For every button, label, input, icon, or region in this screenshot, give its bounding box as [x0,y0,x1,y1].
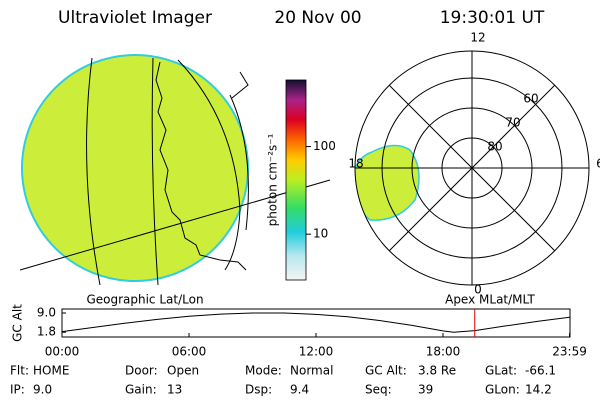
x-tick-label: 23:59 [552,345,587,359]
mlt-label: 18 [348,157,363,171]
status-value: 9.0 [33,383,52,397]
x-tick-label: 18:00 [426,345,461,359]
mlt-label: 12 [470,31,485,45]
altitude-plot: 9.0 1.8 00:00 06:00 12:00 18:00 23:59 [37,306,587,359]
status-label: GLon: [485,383,520,397]
altitude-ylabel: GC Alt [11,304,25,342]
colorbar-tick-label: 10 [313,227,328,241]
y-tick-label: 1.8 [37,325,56,339]
status-label: GC Alt: [365,364,407,378]
status-label: GLat: [485,364,517,378]
altitude-frame [61,308,571,338]
status-value: 14.2 [525,383,552,397]
lat-ring [411,107,533,229]
status-value: 39 [418,383,433,397]
status-label: Gain: [125,383,157,397]
status-value: Normal [290,364,333,378]
y-tick-label: 9.0 [37,306,56,320]
status-value: 9.4 [290,383,309,397]
status-value: HOME [33,364,69,378]
globe-image [19,54,331,286]
status-label: Mode: [245,364,282,378]
title: Ultraviolet Imager [58,8,212,28]
status-label: IP: [10,383,25,397]
x-tick-label: 00:00 [45,345,80,359]
colorbar-label: photon cm⁻²s⁻¹ [266,133,280,226]
lat-ring-label: 60 [523,92,538,106]
status-label: Dsp: [245,383,272,397]
polar-overlay: 126018807060 [348,31,600,297]
polar-label: Apex MLat/MLT [445,293,535,307]
lat-ring-label: 70 [505,116,520,130]
altitude-line [61,312,570,333]
lat-ring [441,137,503,199]
lat-ring [381,77,563,259]
x-tick-label: 12:00 [299,345,334,359]
status-value: Open [167,364,199,378]
time: 19:30:01 UT [440,8,545,28]
status-label: Door: [125,364,158,378]
mlt-label: 0 [474,283,482,297]
x-tick-label: 06:00 [172,345,207,359]
status-value: 3.8 Re [418,364,456,378]
colorbar-tick-label: 100 [313,139,336,153]
mlt-label: 6 [596,157,600,171]
status-panel: Flt: HOME Door: Open Mode: Normal GC Alt: 3.8 R… [10,364,556,397]
polar-plot [354,50,590,286]
status-label: Flt: [10,364,29,378]
date: 20 Nov 00 [274,8,361,28]
status-value: 13 [167,383,182,397]
status-value: -66.1 [525,364,556,378]
colorbar: 10 100 [285,79,336,281]
lat-ring-label: 80 [487,140,502,154]
status-label: Seq: [365,383,392,397]
image-label: Geographic Lat/Lon [86,293,203,307]
